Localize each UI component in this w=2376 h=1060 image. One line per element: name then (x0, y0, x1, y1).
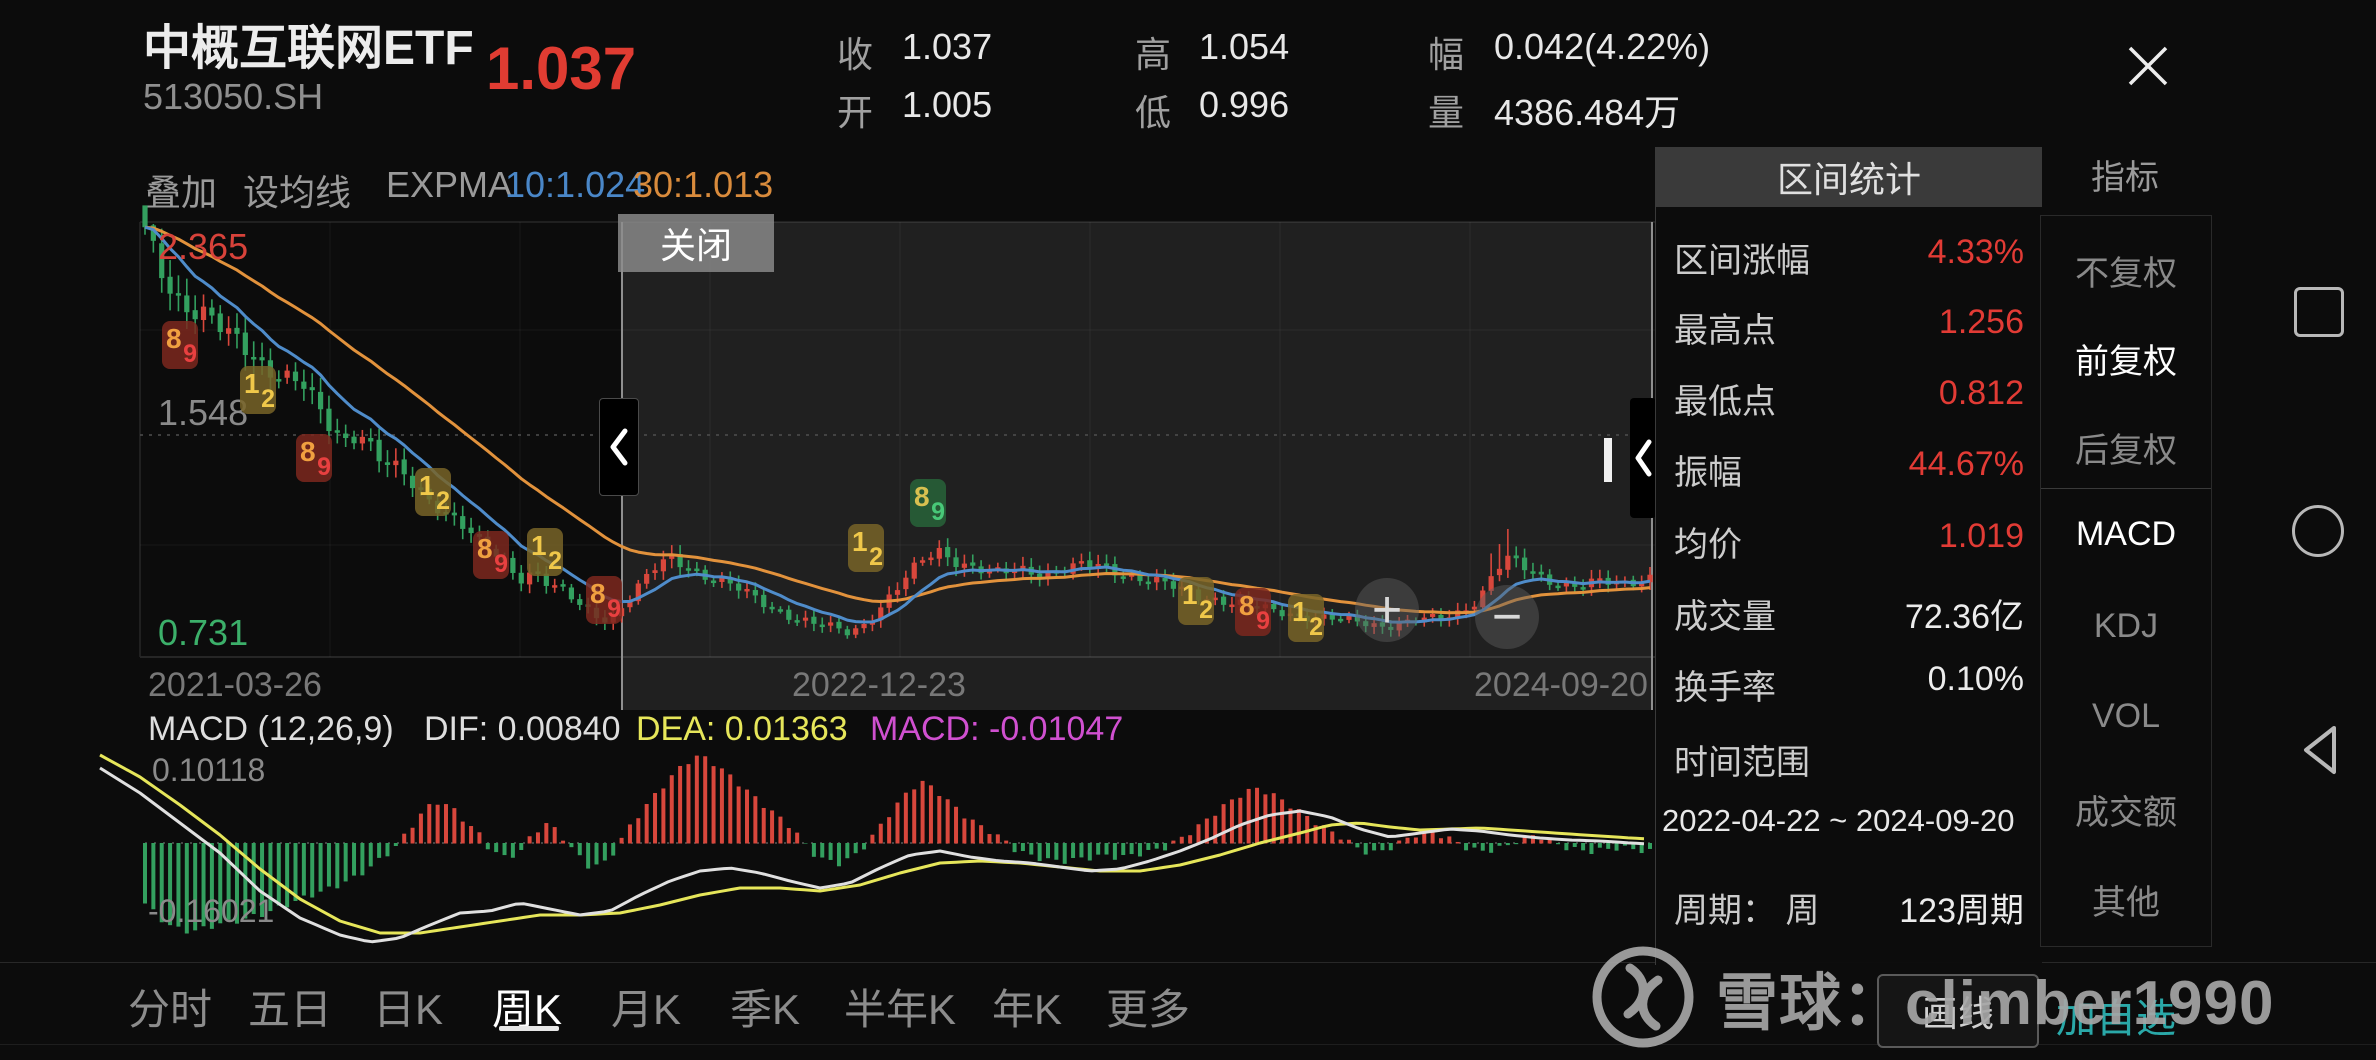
last-price: 1.037 (486, 35, 637, 102)
android-home-button[interactable] (2292, 505, 2344, 557)
tab-more[interactable]: 更多 (1105, 986, 1191, 1033)
macd-min-label: -0.16021 (148, 893, 275, 929)
sidebar-item-no-adjust[interactable]: 不复权 (2075, 255, 2177, 293)
stat-row-amplitude: 振幅 44.67% (1674, 445, 2024, 492)
stat-row-time-range-label: 时间范围 (1674, 744, 1810, 782)
minus-icon: − (1491, 588, 1523, 646)
zoom-in-button[interactable]: + (1355, 578, 1419, 642)
ema30-value: 30:1.013 (633, 164, 774, 205)
y-axis-min-label: 0.731 (158, 612, 249, 653)
indicator-sidebar: 不复权 前复权 后复权 MACD KDJ VOL 成交额 其他 (2040, 215, 2212, 947)
tab-quarterly-k[interactable]: 季K (729, 986, 801, 1033)
zoom-out-button[interactable]: − (1475, 585, 1539, 649)
add-watchlist-button[interactable]: 加自选 (2056, 997, 2176, 1041)
sidebar-item-forward-adjust[interactable]: 前复权 (2075, 343, 2177, 381)
stat-row-volume: 成交量 72.36亿 (1674, 598, 2024, 636)
sidebar-item-macd[interactable]: MACD (2075, 515, 2177, 553)
quote-label-low: 低 (1135, 92, 1172, 133)
stat-row-low: 最低点 0.812 (1674, 374, 2024, 421)
indicator-sidebar-title: 指标 (2091, 159, 2159, 197)
sidebar-item-kdj[interactable]: KDJ (2093, 607, 2159, 645)
overlay-button[interactable]: 叠加 (145, 172, 218, 213)
quote-value-close: 1.037 (902, 26, 993, 67)
x-axis-date-end: 2024-09-20 (1474, 666, 1648, 704)
quote-value-range: 0.042(4.22%) (1494, 26, 1711, 67)
interval-stats-panel: 区间统计 区间涨幅 4.33% 最高点 1.256 最低点 0.812 振幅 44.67… (1655, 147, 2042, 965)
sidebar-item-turnover-amount[interactable]: 成交额 (2075, 794, 2177, 832)
set-ma-button[interactable]: 设均线 (243, 172, 352, 213)
sidebar-item-other[interactable]: 其他 (2092, 884, 2160, 922)
macd-dif-value: DIF: 0.00840 (424, 710, 621, 748)
selection-right-cursor[interactable] (1604, 438, 1612, 482)
stat-row-turnover: 换手率 0.10% (1674, 660, 2024, 707)
tab-minute[interactable]: 分时 (127, 986, 213, 1033)
stock-code: 513050.SH (143, 76, 324, 117)
macd-value: MACD: -0.01047 (870, 710, 1124, 748)
tab-weekly-k[interactable]: 周K (491, 986, 563, 1033)
tab-monthly-k[interactable]: 月K (610, 986, 682, 1033)
tab-daily-k[interactable]: 日K (372, 986, 444, 1033)
android-recents-button[interactable] (2294, 287, 2344, 337)
macd-title[interactable]: MACD (12,26,9) (148, 710, 394, 748)
quote-value-volume: 4386.484万 (1494, 92, 1681, 133)
sidebar-item-backward-adjust[interactable]: 后复权 (2075, 432, 2177, 470)
stat-row-change: 区间涨幅 4.33% (1674, 233, 2024, 280)
tab-five-day[interactable]: 五日 (247, 986, 333, 1033)
sidebar-item-vol[interactable]: VOL (2091, 697, 2161, 735)
active-tab-underline (499, 1026, 559, 1031)
selection-left-handle[interactable] (599, 398, 639, 496)
close-selection-button[interactable]: 关闭 (618, 214, 774, 272)
tabbar-bottom-divider (0, 1044, 2376, 1045)
tab-half-year-k[interactable]: 半年K (843, 986, 957, 1033)
stat-row-period: 周期： 周 123周期 (1674, 892, 2024, 930)
expma-label[interactable]: EXPMA (386, 164, 513, 205)
selection-right-handle[interactable] (1630, 398, 1656, 518)
stat-row-avg-price: 均价 1.019 (1674, 517, 2024, 564)
quote-label-range: 幅 (1428, 34, 1465, 75)
close-icon[interactable] (2112, 30, 2184, 102)
macd-dea-value: DEA: 0.01363 (636, 710, 848, 748)
android-back-button[interactable] (2296, 722, 2344, 778)
quote-label-volume: 量 (1428, 92, 1465, 133)
quote-value-open: 1.005 (902, 84, 993, 125)
draw-line-button[interactable]: 画线 (1877, 974, 2039, 1048)
stat-time-range: 2022-04-22 ~ 2024-09-20 (1662, 803, 2015, 838)
x-axis-date-mid: 2022-12-23 (792, 666, 966, 704)
plus-icon: + (1371, 581, 1403, 639)
stats-panel-title: 区间统计 (1656, 147, 2042, 207)
tab-yearly-k[interactable]: 年K (991, 986, 1063, 1033)
sidebar-divider (2041, 488, 2211, 489)
quote-label-high: 高 (1135, 34, 1172, 75)
y-axis-mid-label: 1.548 (158, 392, 249, 433)
stock-title: 中概互联网ETF (143, 22, 474, 75)
macd-max-label: 0.10118 (152, 752, 266, 788)
ema10-value: 10:1.024 (505, 164, 646, 205)
stat-row-high: 最高点 1.256 (1674, 303, 2024, 350)
tabbar-top-divider (0, 962, 2376, 963)
quote-label-close: 收 (837, 34, 874, 75)
quote-label-open: 开 (837, 92, 874, 133)
x-axis-date-start: 2021-03-26 (148, 666, 322, 704)
quote-value-high: 1.054 (1199, 26, 1290, 67)
y-axis-max-label: 2.365 (158, 226, 249, 267)
quote-value-low: 0.996 (1199, 84, 1290, 125)
